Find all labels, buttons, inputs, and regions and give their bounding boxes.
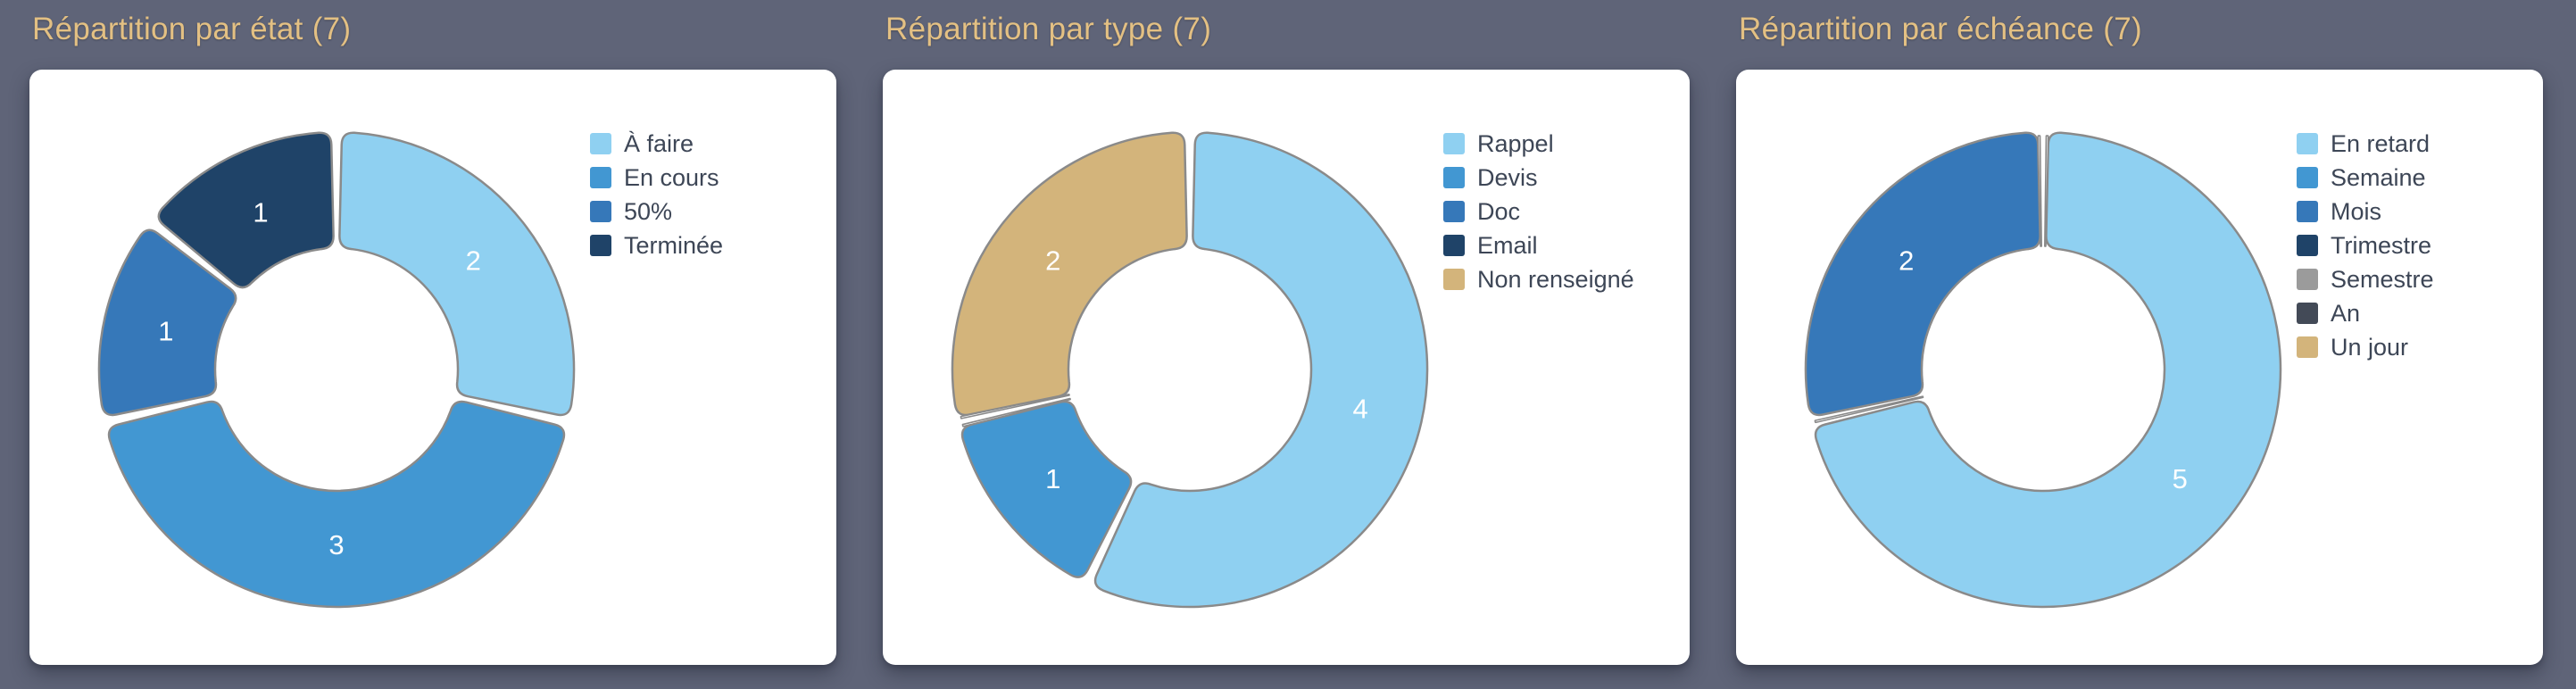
legend-item-terminee[interactable]: Terminée (590, 228, 723, 262)
legend-item-en-retard[interactable]: En retard (2297, 127, 2434, 161)
legend-swatch-doc (1443, 201, 1465, 222)
legend-label-rappel: Rappel (1477, 129, 1554, 157)
legend-label-a-faire: À faire (624, 129, 694, 157)
donut-segment-50[interactable] (97, 228, 237, 417)
legend-item-devis[interactable]: Devis (1443, 161, 1634, 195)
segment-value-label: 2 (1899, 245, 1914, 277)
legend-item-email[interactable]: Email (1443, 228, 1634, 262)
legend-swatch-en-cours (590, 167, 611, 188)
chart-card-etat: 2 3 1 1 À faire En cours 50% Terminée (29, 70, 836, 665)
legend-label-50: 50% (624, 197, 673, 225)
donut-segment-terminee[interactable] (157, 131, 335, 289)
legend-swatch-devis (1443, 167, 1465, 188)
legend-item-rappel[interactable]: Rappel (1443, 127, 1634, 161)
donut-segment-non-renseigne[interactable] (951, 131, 1188, 417)
chart-section-etat: Répartition par état (7) 2 3 1 1 À faire En … (29, 0, 836, 665)
chart-legend-etat: À faire En cours 50% Terminée (590, 127, 723, 262)
legend-label-terminee: Terminée (624, 231, 724, 259)
legend-swatch-50 (590, 201, 611, 222)
legend-item-mois[interactable]: Mois (2297, 195, 2434, 228)
donut-segment-en-cours[interactable] (107, 400, 566, 609)
legend-label-devis: Devis (1477, 163, 1538, 191)
legend-swatch-un-jour (2297, 336, 2318, 358)
donut-chart-type: 4 1 2 (951, 131, 1429, 609)
legend-swatch-semestre (2297, 269, 2318, 290)
legend-item-trimestre[interactable]: Trimestre (2297, 228, 2434, 262)
legend-swatch-an (2297, 303, 2318, 324)
legend-label-semaine: Semaine (2331, 163, 2426, 191)
donut-segment-a-faire[interactable] (338, 131, 576, 417)
legend-label-en-cours: En cours (624, 163, 719, 191)
donut-segment-en-retard[interactable] (1814, 131, 2282, 609)
legend-label-non-renseigne: Non renseigné (1477, 265, 1634, 293)
segment-value-label: 3 (328, 529, 344, 560)
legend-swatch-non-renseigne (1443, 269, 1465, 290)
chart-title-type: Répartition par type (7) (885, 12, 1212, 46)
segment-value-label: 4 (1352, 393, 1367, 424)
chart-legend-echeance: En retard Semaine Mois Trimestre Semestre An U… (2297, 127, 2434, 364)
segment-value-label: 2 (1045, 245, 1060, 277)
donut-segment-rappel[interactable] (1093, 131, 1429, 609)
legend-item-non-renseigne[interactable]: Non renseigné (1443, 262, 1634, 296)
chart-legend-type: Rappel Devis Doc Email Non renseigné (1443, 127, 1634, 296)
legend-swatch-semaine (2297, 167, 2318, 188)
segment-value-label: 1 (158, 315, 173, 346)
chart-title-etat: Répartition par état (7) (32, 12, 352, 46)
donut-chart-etat: 2 3 1 1 (97, 131, 576, 609)
legend-item-en-cours[interactable]: En cours (590, 161, 723, 195)
legend-item-un-jour[interactable]: Un jour (2297, 330, 2434, 364)
legend-label-email: Email (1477, 231, 1538, 259)
chart-title-echeance: Répartition par échéance (7) (1739, 12, 2142, 46)
legend-label-mois: Mois (2331, 197, 2382, 225)
legend-swatch-en-retard (2297, 133, 2318, 154)
segment-value-label: 1 (1045, 463, 1060, 494)
legend-swatch-rappel (1443, 133, 1465, 154)
legend-swatch-a-faire (590, 133, 611, 154)
donut-segment-semestre[interactable] (2044, 135, 2049, 247)
legend-item-50[interactable]: 50% (590, 195, 723, 228)
donut-segment-mois[interactable] (1804, 131, 2041, 417)
segment-value-label: 1 (253, 196, 268, 228)
legend-item-an[interactable]: An (2297, 296, 2434, 330)
legend-label-un-jour: Un jour (2331, 333, 2409, 361)
charts-row: Répartition par état (7) 2 3 1 1 À faire En … (29, 0, 2543, 665)
legend-label-trimestre: Trimestre (2331, 231, 2431, 259)
legend-item-semaine[interactable]: Semaine (2297, 161, 2434, 195)
legend-item-doc[interactable]: Doc (1443, 195, 1634, 228)
legend-swatch-email (1443, 235, 1465, 256)
legend-item-semestre[interactable]: Semestre (2297, 262, 2434, 296)
donut-segment-trimestre[interactable] (2037, 135, 2042, 247)
donut-chart-echeance: 52 (1804, 131, 2282, 609)
segment-value-label: 5 (2173, 463, 2188, 494)
legend-item-a-faire[interactable]: À faire (590, 127, 723, 161)
legend-swatch-mois (2297, 201, 2318, 222)
donut-segment-doc[interactable] (961, 397, 1071, 428)
segment-value-label: 2 (466, 245, 481, 277)
donut-segment-email[interactable] (960, 394, 1070, 419)
legend-swatch-trimestre (2297, 235, 2318, 256)
chart-section-type: Répartition par type (7) 4 1 2 Rappel Devis… (883, 0, 1690, 665)
legend-label-semestre: Semestre (2331, 265, 2434, 293)
legend-label-doc: Doc (1477, 197, 1521, 225)
legend-label-an: An (2331, 299, 2361, 327)
legend-label-en-retard: En retard (2331, 129, 2431, 157)
legend-swatch-terminee (590, 235, 611, 256)
chart-card-type: 4 1 2 Rappel Devis Doc Email Non renseigné (883, 70, 1690, 665)
donut-segment-semaine[interactable] (1814, 395, 1924, 424)
